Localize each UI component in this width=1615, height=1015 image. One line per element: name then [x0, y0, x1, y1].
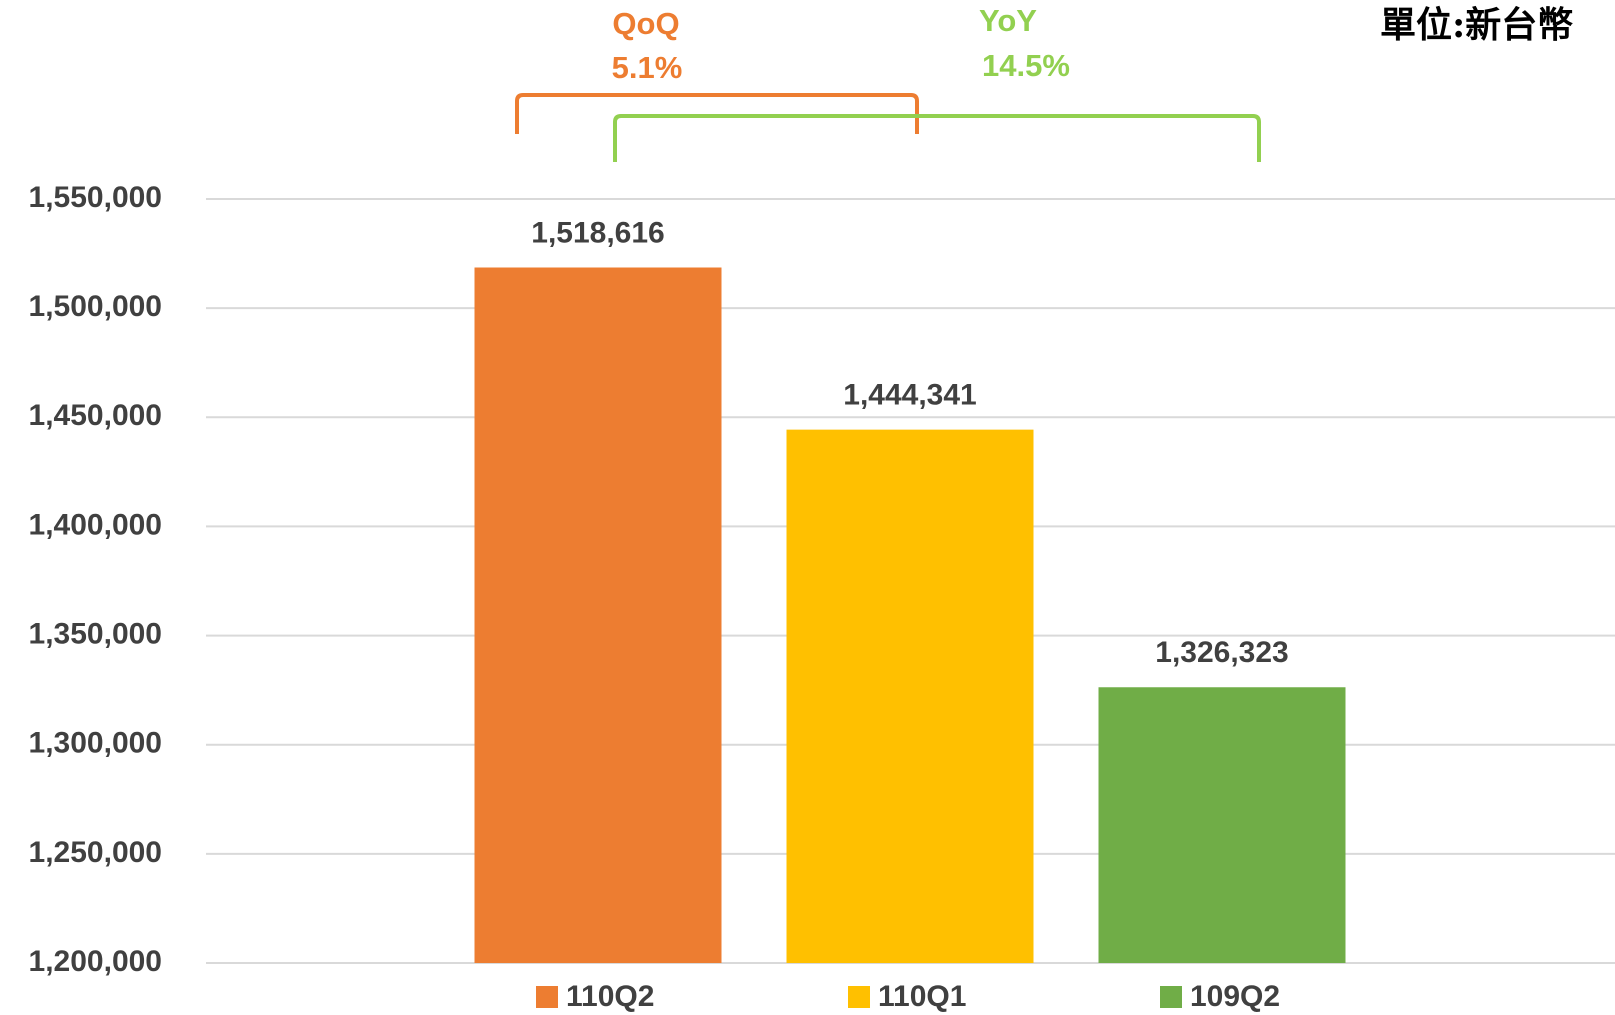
annotation-title: YoY — [979, 3, 1037, 38]
yoy-bracket — [613, 114, 1261, 162]
y-tick-label: 1,200,000 — [29, 945, 162, 978]
legend-swatch — [1160, 986, 1182, 1008]
unit-note: 單位:新台幣 — [1380, 4, 1573, 46]
bar — [1098, 687, 1346, 963]
y-tick-label: 1,350,000 — [29, 617, 162, 650]
data-label: 1,326,323 — [1155, 636, 1288, 669]
y-tick-label: 1,450,000 — [29, 399, 162, 432]
annotation-text: 5.1% — [612, 50, 683, 85]
y-tick-label: 1,550,000 — [29, 181, 162, 214]
data-label: 1,444,341 — [843, 379, 976, 412]
data-label: 1,518,616 — [531, 216, 664, 249]
legend-label: 110Q2 — [566, 980, 654, 1013]
bar — [786, 429, 1034, 963]
legend-label: 109Q2 — [1190, 980, 1280, 1013]
y-tick-label: 1,400,000 — [29, 508, 162, 541]
bar — [474, 267, 722, 963]
annotation-title: QoQ — [612, 6, 679, 41]
legend-swatch — [536, 986, 558, 1008]
y-tick-label: 1,300,000 — [29, 727, 162, 760]
qoq-bracket — [515, 93, 919, 134]
y-tick-label: 1,500,000 — [29, 290, 162, 323]
legend-label: 110Q1 — [878, 980, 966, 1013]
y-tick-label: 1,250,000 — [29, 836, 162, 869]
legend-swatch — [848, 986, 870, 1008]
annotation-text: 14.5% — [982, 48, 1070, 83]
